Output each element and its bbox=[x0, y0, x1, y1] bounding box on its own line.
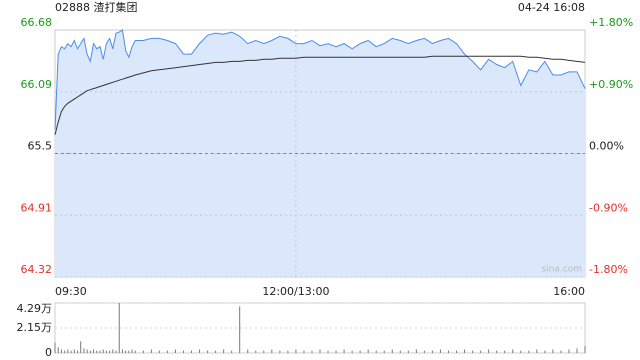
y-tick-label: 64.32 bbox=[21, 263, 53, 276]
x-tick-label: 09:30 bbox=[55, 285, 87, 298]
y-tick-label: 4.29万 bbox=[17, 302, 53, 315]
y-tick-label: 0 bbox=[45, 346, 52, 359]
x-tick-label: 16:00 bbox=[553, 285, 585, 298]
y-tick-label: 66.09 bbox=[21, 78, 53, 91]
y2-tick-label: +1.80% bbox=[589, 16, 633, 29]
y-tick-label: 66.68 bbox=[21, 16, 53, 29]
average-line bbox=[54, 55, 586, 135]
y-tick-label: 65.5 bbox=[28, 140, 53, 153]
watermark: sina.com bbox=[542, 265, 583, 275]
timestamp: 04-24 16:08 bbox=[518, 1, 585, 14]
y2-tick-label: -1.80% bbox=[589, 263, 628, 276]
y2-tick-label: -0.90% bbox=[589, 201, 628, 214]
price-line bbox=[54, 29, 586, 130]
y-tick-label: 64.91 bbox=[21, 201, 53, 214]
y2-tick-label: +0.90% bbox=[589, 78, 633, 91]
y-tick-label: 2.15万 bbox=[17, 321, 53, 334]
stock-name: 02888 渣打集团 bbox=[55, 0, 138, 14]
x-tick-label: 12:00/13:00 bbox=[262, 285, 329, 298]
y2-tick-label: 0.00% bbox=[589, 140, 624, 153]
